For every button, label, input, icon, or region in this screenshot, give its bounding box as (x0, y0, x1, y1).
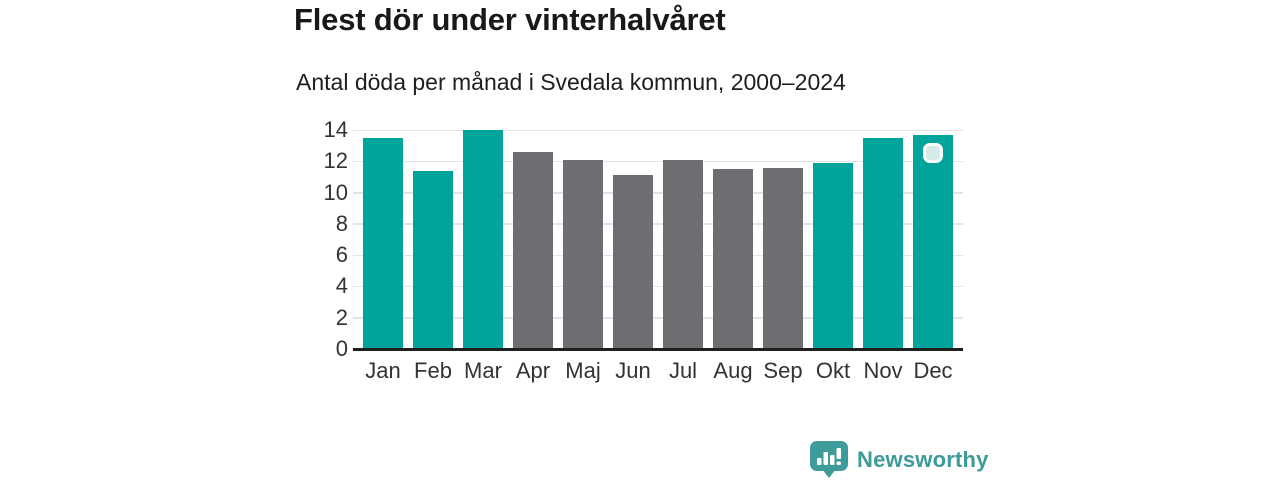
x-tick-label-okt: Okt (815, 358, 851, 383)
bar-feb[interactable] (413, 170, 453, 349)
bars (363, 130, 953, 349)
y-tick-label-10: 10 (323, 179, 348, 205)
gridline-6 (353, 254, 963, 257)
bar-aug[interactable] (713, 169, 753, 349)
plot-area (353, 129, 963, 351)
x-tick-label-nov: Nov (863, 358, 903, 383)
x-tick-label-jan: Jan (365, 358, 401, 383)
bar-mar[interactable] (463, 130, 503, 349)
chart-title: Flest dör under vinterhalvåret (294, 2, 726, 37)
gridline-14 (353, 129, 963, 131)
x-tick-label-apr: Apr (515, 358, 551, 383)
x-tick-label-feb: Feb (414, 358, 452, 383)
y-tick-label-14: 14 (323, 117, 348, 142)
x-tick-label-jul: Jul (668, 358, 698, 383)
y-tick-label-12: 12 (323, 148, 348, 174)
gridline-2 (353, 317, 963, 319)
newsworthy-logo-text: Newsworthy (857, 446, 989, 472)
x-axis-line (353, 348, 963, 351)
x-tick-label-jun: Jun (615, 358, 651, 383)
newsworthy-logo-icon (810, 441, 848, 478)
x-tick-label-mar: Mar (464, 358, 502, 383)
bar-jun[interactable] (613, 175, 653, 349)
x-tick-label-maj: Maj (565, 358, 601, 383)
x-tick-label-dec: Dec (913, 358, 953, 383)
bar-apr[interactable] (513, 151, 553, 349)
x-tick-label-sep: Sep (763, 358, 803, 383)
bar-jul[interactable] (663, 159, 703, 349)
y-tick-label-4: 4 (335, 273, 348, 299)
chart-subtitle: Antal döda per månad i Svedala kommun, 2… (296, 69, 846, 95)
x-axis-labels: Jan Feb Mar Apr Maj Jun Jul Aug Sep Okt Nov Dec (363, 358, 953, 384)
gridline-8 (353, 223, 963, 225)
gridline-12 (353, 160, 963, 163)
gridline-4 (353, 285, 963, 288)
bar-maj[interactable] (563, 159, 603, 349)
bar-sep[interactable] (763, 167, 803, 349)
y-tick-label-0: 0 (335, 336, 348, 361)
y-tick-label-2: 2 (335, 304, 348, 330)
bar-dec[interactable] (913, 134, 953, 349)
bar-nov[interactable] (863, 137, 903, 349)
selection-handle[interactable] (923, 142, 943, 163)
y-tick-label-6: 6 (335, 242, 348, 268)
bar-jan[interactable] (363, 137, 403, 349)
y-axis-labels: 0 2 4 6 8 10 12 14 (288, 117, 348, 361)
newsworthy-logo-link[interactable]: Newsworthy (810, 441, 989, 478)
y-tick-label-8: 8 (335, 210, 348, 236)
gridline-10 (353, 192, 963, 194)
x-tick-label-aug: Aug (713, 358, 753, 383)
bar-okt[interactable] (813, 162, 853, 349)
